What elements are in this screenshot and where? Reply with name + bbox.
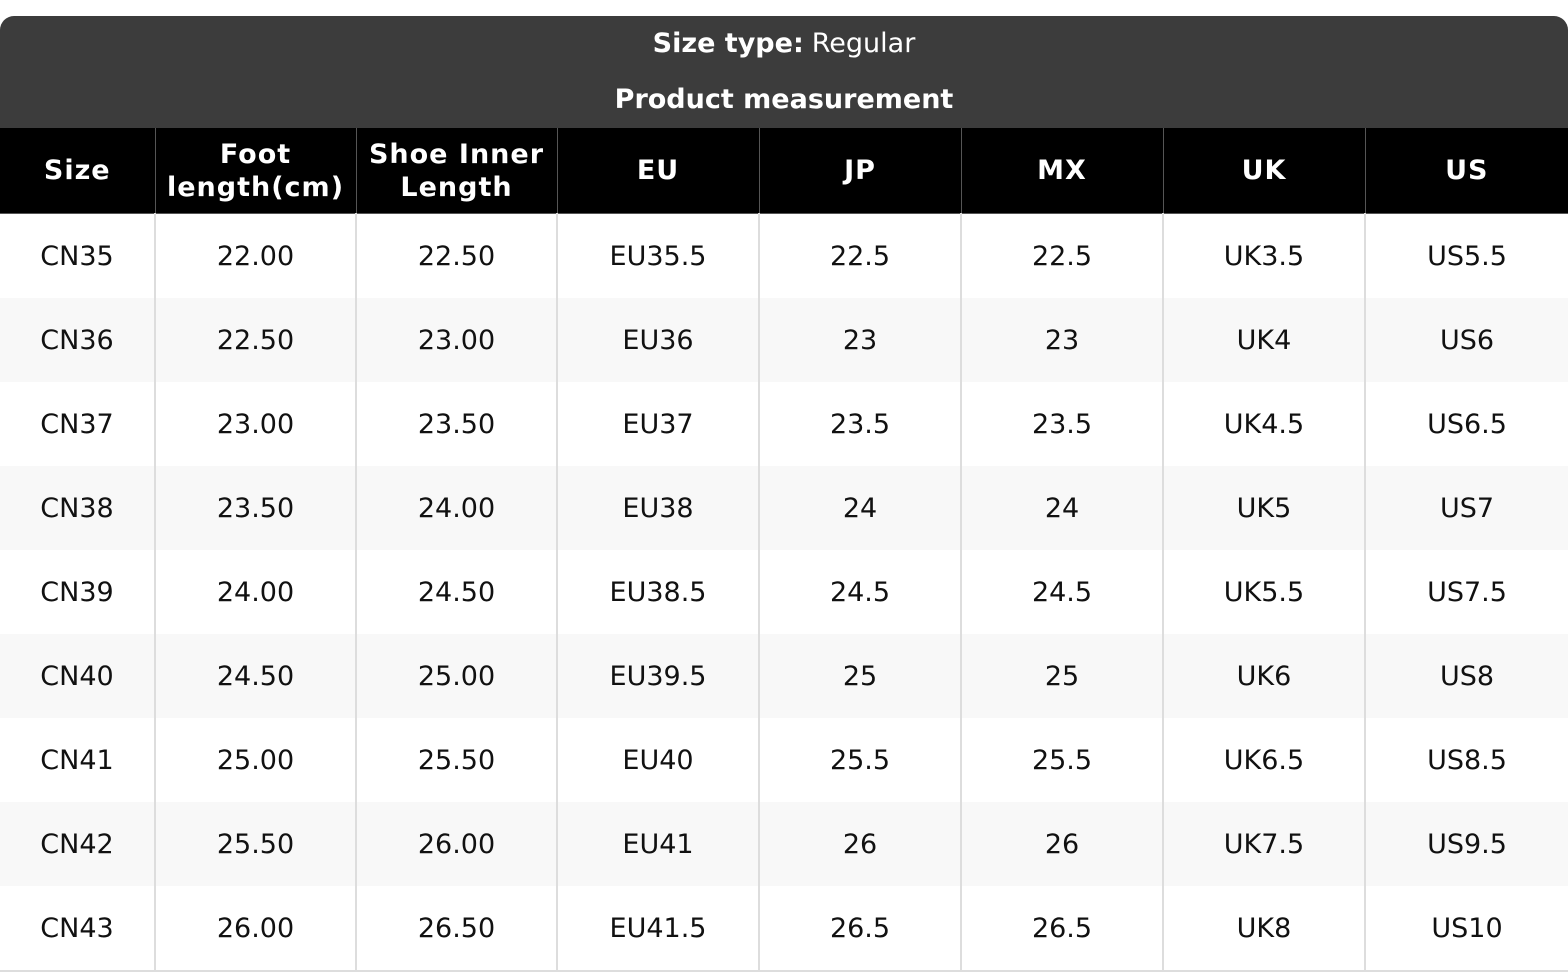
table-cell: US9.5: [1364, 802, 1568, 886]
table-cell: UK6: [1162, 634, 1366, 718]
table-cell: 23.5: [960, 382, 1164, 466]
table-cell: EU41: [556, 802, 760, 886]
table-row: CN38 23.50 24.00 EU38 24 24 UK5 US7: [0, 466, 1568, 550]
table-cell: 24.5: [758, 550, 962, 634]
table-cell: US8: [1364, 634, 1568, 718]
table-cell: 23.50: [355, 382, 558, 466]
table-cell: UK7.5: [1162, 802, 1366, 886]
column-header: US: [1364, 128, 1568, 214]
table-cell: CN41: [0, 718, 156, 802]
size-type: Size type: Regular: [0, 16, 1568, 72]
table-cell: 25.50: [355, 718, 558, 802]
table-cell: EU40: [556, 718, 760, 802]
table-cell: US5.5: [1364, 213, 1568, 298]
table-cell: CN35: [0, 213, 156, 298]
table-row: CN36 22.50 23.00 EU36 23 23 UK4 US6: [0, 298, 1568, 382]
table-cell: 23.5: [758, 382, 962, 466]
table-cell: 25.50: [154, 802, 357, 886]
column-header: MX: [960, 128, 1164, 214]
table-cell: US6: [1364, 298, 1568, 382]
table-cell: 22.50: [154, 298, 357, 382]
table-cell: 24.5: [960, 550, 1164, 634]
table-cell: UK5.5: [1162, 550, 1366, 634]
table-cell: 26.5: [758, 886, 962, 970]
table-cell: 25: [960, 634, 1164, 718]
table-cell: 26: [758, 802, 962, 886]
column-header: Foot length(cm): [154, 128, 357, 214]
table-cell: 25.00: [154, 718, 357, 802]
table-cell: 22.50: [355, 213, 558, 298]
table-cell: UK8: [1162, 886, 1366, 970]
table-row: CN41 25.00 25.50 EU40 25.5 25.5 UK6.5 US8.5: [0, 718, 1568, 802]
column-header: UK: [1162, 128, 1366, 214]
table-cell: US7.5: [1364, 550, 1568, 634]
table-row: CN39 24.00 24.50 EU38.5 24.5 24.5 UK5.5 US7.5: [0, 550, 1568, 634]
table-cell: US6.5: [1364, 382, 1568, 466]
table-cell: 25.5: [960, 718, 1164, 802]
table-cell: UK5: [1162, 466, 1366, 550]
table-cell: 26.00: [154, 886, 357, 970]
table-cell: CN39: [0, 550, 156, 634]
table-cell: CN36: [0, 298, 156, 382]
chart-header: Size type: Regular Product measurement: [0, 16, 1568, 128]
size-type-label: Size type:: [652, 28, 804, 59]
table-cell: 23.00: [154, 382, 357, 466]
table-cell: EU37: [556, 382, 760, 466]
table-cell: CN42: [0, 802, 156, 886]
table-cell: 24: [758, 466, 962, 550]
table-cell: 25.5: [758, 718, 962, 802]
table-row: CN43 26.00 26.50 EU41.5 26.5 26.5 UK8 US10: [0, 886, 1568, 970]
table-cell: CN40: [0, 634, 156, 718]
table-cell: 24.50: [154, 634, 357, 718]
table-cell: US7: [1364, 466, 1568, 550]
table-cell: 22.5: [960, 213, 1164, 298]
table-cell: EU35.5: [556, 213, 760, 298]
table-cell: 24.00: [355, 466, 558, 550]
table-row: CN37 23.00 23.50 EU37 23.5 23.5 UK4.5 US6.5: [0, 382, 1568, 466]
size-chart: Size type: Regular Product measurement Si…: [0, 16, 1568, 972]
size-table: Size Foot length(cm) Shoe Inner Length EU JP…: [0, 128, 1568, 970]
table-cell: 26.50: [355, 886, 558, 970]
table-cell: 22.00: [154, 213, 357, 298]
table-cell: CN37: [0, 382, 156, 466]
table-cell: EU39.5: [556, 634, 760, 718]
table-row: CN42 25.50 26.00 EU41 26 26 UK7.5 US9.5: [0, 802, 1568, 886]
table-row: CN40 24.50 25.00 EU39.5 25 25 UK6 US8: [0, 634, 1568, 718]
table-cell: 26.5: [960, 886, 1164, 970]
table-body: CN35 22.00 22.50 EU35.5 22.5 22.5 UK3.5 US5.5 CN…: [0, 213, 1568, 970]
table-cell: EU36: [556, 298, 760, 382]
size-type-value: Regular: [811, 28, 916, 59]
table-cell: US8.5: [1364, 718, 1568, 802]
table-cell: 22.5: [758, 213, 962, 298]
table-cell: 26: [960, 802, 1164, 886]
column-header: EU: [556, 128, 760, 214]
table-cell: 23.00: [355, 298, 558, 382]
table-cell: UK6.5: [1162, 718, 1366, 802]
column-header: JP: [758, 128, 962, 214]
table-cell: EU38.5: [556, 550, 760, 634]
subtitle: Product measurement: [614, 84, 954, 115]
table-row: CN35 22.00 22.50 EU35.5 22.5 22.5 UK3.5 US5.5: [0, 213, 1568, 298]
table-cell: 26.00: [355, 802, 558, 886]
table-cell: 25.00: [355, 634, 558, 718]
table-cell: 24: [960, 466, 1164, 550]
table-cell: 23: [758, 298, 962, 382]
table-cell: UK4: [1162, 298, 1366, 382]
table-cell: 24.00: [154, 550, 357, 634]
header-row: Size Foot length(cm) Shoe Inner Length EU JP…: [0, 128, 1568, 214]
table-cell: 25: [758, 634, 962, 718]
table-cell: UK3.5: [1162, 213, 1366, 298]
column-header: Shoe Inner Length: [355, 128, 558, 214]
table-cell: CN38: [0, 466, 156, 550]
table-cell: EU41.5: [556, 886, 760, 970]
table-cell: US10: [1364, 886, 1568, 970]
table-cell: 23: [960, 298, 1164, 382]
table-cell: 24.50: [355, 550, 558, 634]
table-cell: CN43: [0, 886, 156, 970]
column-header: Size: [0, 128, 156, 214]
table-cell: 23.50: [154, 466, 357, 550]
table-cell: UK4.5: [1162, 382, 1366, 466]
table-cell: EU38: [556, 466, 760, 550]
